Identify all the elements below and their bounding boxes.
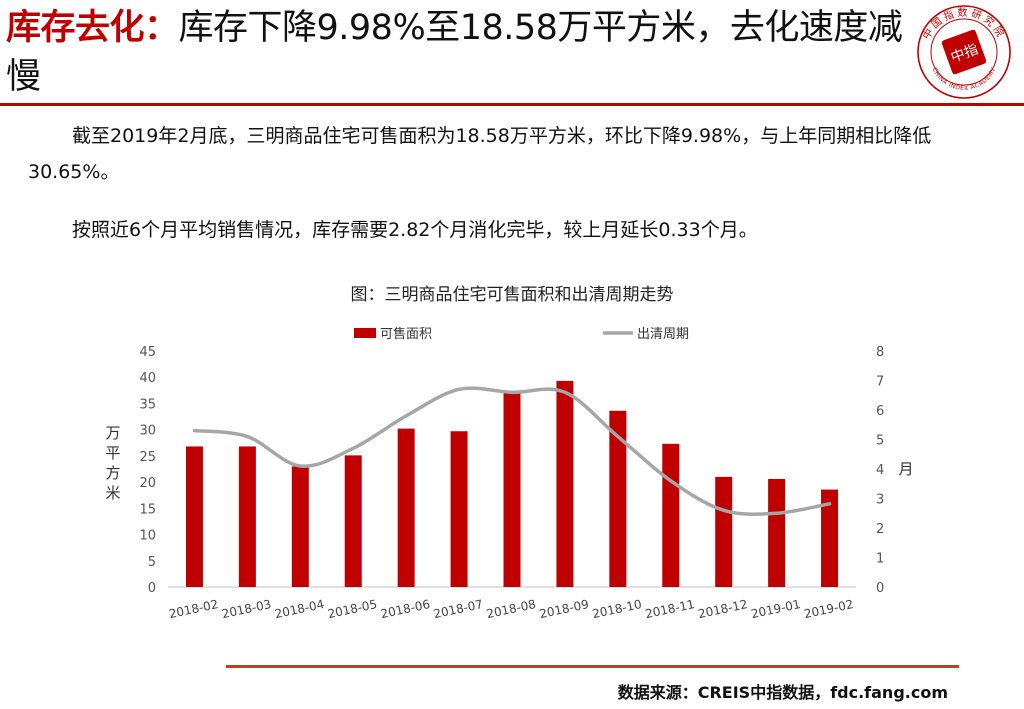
bar-2018-10: [609, 410, 627, 587]
header-divider: [0, 103, 1024, 106]
y2-tick-label: 0: [876, 581, 884, 596]
y2-axis-label: 月: [898, 460, 913, 478]
y-tick-label: 45: [139, 345, 156, 360]
bar-2018-06: [397, 428, 415, 587]
x-tick-label: 2018-07: [432, 597, 484, 621]
footer-divider: [226, 665, 959, 668]
bar-2018-05: [344, 455, 362, 587]
bar-2018-08: [503, 392, 521, 587]
x-tick-label: 2018-12: [697, 597, 749, 621]
y-tick-label: 25: [139, 450, 156, 465]
y-tick-label: 0: [148, 581, 156, 596]
y-axis-label-char: 方: [105, 464, 120, 482]
x-tick-label: 2018-02: [168, 597, 220, 621]
y-tick-label: 15: [139, 502, 156, 517]
bar-2018-03: [238, 446, 256, 587]
data-source: 数据来源：CREIS中指数据，fdc.fang.com: [617, 683, 948, 702]
y2-tick-label: 6: [876, 404, 884, 419]
slide-title: 库存去化：库存下降9.98%至18.58万平方米，去化速度减慢: [6, 4, 906, 102]
title-accent: 库存去化：: [6, 8, 179, 48]
y2-tick-label: 5: [876, 434, 884, 449]
y-tick-label: 5: [148, 555, 156, 570]
x-tick-label: 2019-01: [750, 597, 802, 621]
x-tick-label: 2018-04: [273, 597, 325, 621]
bar-2018-12: [715, 476, 733, 587]
bar-2018-07: [450, 431, 468, 587]
y2-tick-label: 1: [876, 552, 884, 567]
y2-tick-label: 4: [876, 463, 884, 478]
chart-title: 图：三明商品住宅可售面积和出清周期走势: [350, 285, 674, 305]
x-tick-label: 2018-10: [591, 597, 643, 621]
y-axis-label-char: 米: [105, 484, 120, 502]
bar-2019-01: [768, 478, 786, 587]
bar-2018-09: [556, 380, 574, 587]
x-tick-label: 2018-06: [379, 597, 431, 621]
bar-2018-04: [291, 466, 309, 587]
legend-label-bar: 可售面积: [380, 326, 432, 342]
y2-tick-label: 2: [876, 522, 884, 537]
paragraph-inventory: 截至2019年2月底，三明商品住宅可售面积为18.58万平方米，环比下降9.98…: [28, 125, 932, 183]
x-tick-label: 2018-05: [326, 597, 378, 621]
y-tick-label: 40: [139, 371, 156, 386]
series-line-clearance-period: [192, 386, 832, 516]
y-axis-label-char: 平: [105, 444, 120, 462]
y2-tick-label: 3: [876, 493, 884, 508]
y-axis-label-char: 万: [105, 424, 120, 442]
title-rest: 库存下降9.98%至18.58万平方米，去化速度减慢: [6, 8, 903, 97]
x-tick-label: 2019-02: [803, 597, 855, 621]
paragraph-clearance: 按照近6个月平均销售情况，库存需要2.82个月消化完毕，较上月延长0.33个月。: [72, 219, 758, 241]
bar-2019-02: [821, 489, 839, 587]
bar-2018-11: [662, 443, 680, 587]
x-tick-label: 2018-03: [221, 597, 273, 621]
y2-tick-label: 7: [876, 375, 884, 390]
y-tick-label: 35: [139, 397, 156, 412]
y-tick-label: 30: [139, 424, 156, 439]
y2-tick-label: 8: [876, 345, 884, 360]
china-index-academy-logo: 中国指数研究院 CHINA INDEX ACADEMY 中指: [917, 5, 1011, 99]
legend-label-line: 出清周期: [637, 327, 689, 342]
x-tick-label: 2018-09: [538, 597, 590, 621]
y-tick-label: 10: [139, 529, 156, 544]
y-tick-label: 20: [139, 476, 156, 491]
legend-swatch-bar: [354, 328, 376, 338]
x-tick-label: 2018-11: [644, 597, 696, 621]
bar-2018-02: [185, 446, 203, 587]
x-tick-label: 2018-08: [485, 597, 537, 621]
